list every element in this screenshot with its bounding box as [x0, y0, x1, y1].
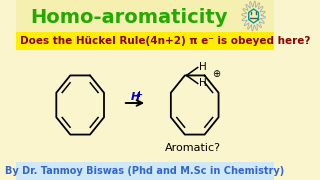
Text: Homo-aromaticity: Homo-aromaticity — [30, 8, 227, 26]
Text: ⊕: ⊕ — [212, 69, 220, 79]
Text: By Dr. Tanmoy Biswas (Phd and M.Sc in Chemistry): By Dr. Tanmoy Biswas (Phd and M.Sc in Ch… — [5, 166, 284, 176]
Text: H: H — [199, 62, 207, 72]
FancyBboxPatch shape — [16, 0, 274, 32]
Text: Does the Hückel Rule(4n+2) π e⁻ is obeyed here?: Does the Hückel Rule(4n+2) π e⁻ is obeye… — [20, 36, 310, 46]
FancyBboxPatch shape — [16, 162, 274, 180]
Text: Aromatic?: Aromatic? — [165, 143, 221, 153]
Text: H: H — [199, 78, 207, 88]
FancyBboxPatch shape — [16, 32, 274, 50]
Text: H: H — [130, 92, 140, 102]
Text: +: + — [136, 89, 142, 98]
